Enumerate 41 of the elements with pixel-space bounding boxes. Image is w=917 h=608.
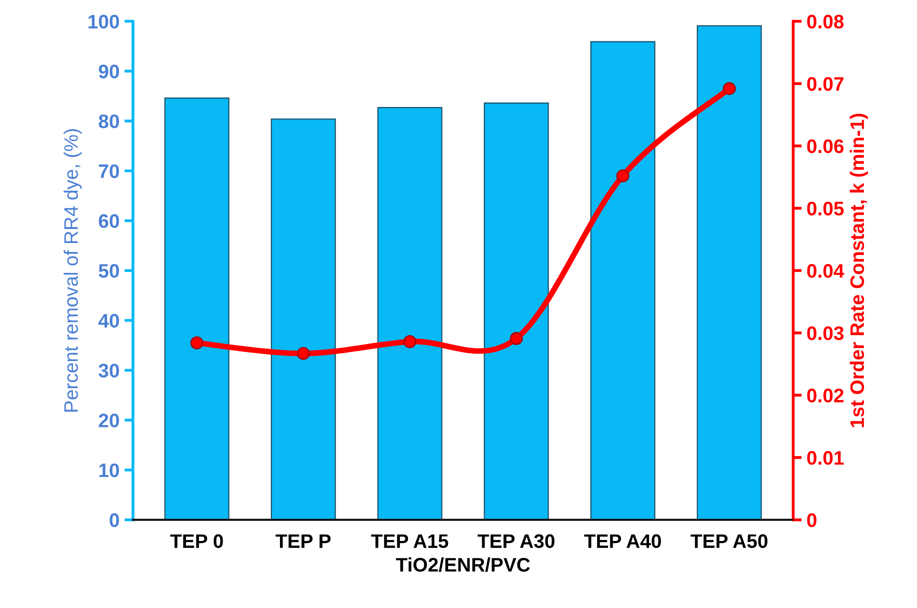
y-tick-label: 40 — [98, 314, 119, 328]
point — [722, 82, 736, 96]
y2-tick-label: 0.04 — [807, 264, 844, 278]
x-tick-label: TEP 0 — [170, 534, 223, 548]
x-tick-label: TEP A30 — [478, 534, 554, 548]
y2-axis-title: 1st Order Rate Constant, k (min-1) — [850, 114, 868, 428]
point — [616, 169, 630, 182]
y2-tick-label: 0.08 — [807, 14, 844, 29]
x-tick-label: TEP P — [276, 534, 331, 548]
y2-tick-label: 0 — [807, 513, 816, 528]
x-axis-title: TiO2/ENR/PVC — [396, 557, 530, 572]
y2-tick-label: 0.02 — [807, 388, 844, 402]
y-axis-title: Percent removal of RR4 dye, (%) — [64, 129, 82, 412]
y-tick-label: 80 — [98, 114, 119, 128]
bar — [696, 25, 762, 520]
y-tick-label: 60 — [98, 214, 119, 228]
bar — [377, 106, 442, 520]
y2-tick-label: 0.06 — [807, 139, 844, 154]
y-tick-label: 10 — [99, 463, 119, 478]
x-tick-label: TEP A50 — [690, 534, 768, 548]
y-tick-label: 20 — [98, 414, 119, 428]
point — [510, 332, 523, 345]
y2-tick-label: 0.01 — [807, 450, 844, 465]
bar — [164, 98, 230, 520]
point — [296, 346, 310, 360]
y-tick-label: 30 — [98, 364, 119, 378]
y2-tick-label: 0.05 — [807, 202, 844, 216]
y2-tick-label: 0.07 — [807, 77, 844, 91]
point — [190, 336, 204, 350]
y-tick-label: 100 — [88, 14, 119, 29]
bar — [270, 118, 336, 520]
bar — [590, 41, 656, 520]
y-tick-label: 70 — [98, 164, 119, 178]
y2-tick-label: 0.03 — [807, 326, 844, 340]
x-tick-label: TEP A40 — [584, 534, 661, 548]
y-tick-label: 90 — [98, 64, 119, 78]
bar — [484, 102, 549, 520]
x-tick-label: TEP A15 — [371, 534, 448, 548]
point — [403, 335, 416, 348]
y-tick-label: 0 — [110, 513, 119, 528]
y-tick-label: 50 — [98, 264, 119, 278]
